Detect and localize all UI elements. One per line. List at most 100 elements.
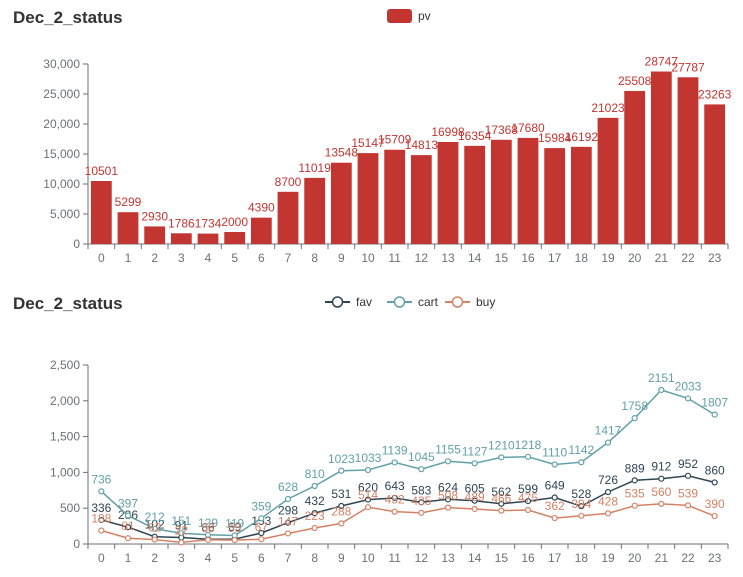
fav-data-label: 599 [518, 482, 538, 496]
buy-data-label: 539 [678, 486, 698, 500]
buy-data-label: 55 [228, 521, 242, 535]
cart-point [711, 411, 718, 418]
cart-data-label: 1045 [408, 450, 435, 464]
pv-x-tick-label: 5 [231, 251, 238, 265]
pv-bar-label: 15984 [538, 131, 572, 145]
fav-data-label: 66 [201, 520, 215, 534]
pv-bar [117, 212, 139, 244]
buy-point [471, 505, 478, 513]
buy-point [98, 527, 105, 534]
buy-data-label: 394 [571, 497, 591, 511]
pv-x-tick-label: 13 [441, 251, 455, 265]
fav-data-label: 860 [705, 463, 725, 477]
pv-bar [464, 145, 486, 244]
buy-data-label: 362 [545, 499, 565, 513]
pv-bar-label: 28747 [645, 55, 679, 69]
status-x-tick-label: 19 [601, 551, 615, 565]
pv-x-tick-label: 16 [521, 251, 535, 265]
status-y-tick-label: 1,500 [50, 430, 80, 444]
buy-point [284, 530, 292, 537]
pv-bar [197, 233, 219, 244]
pv-x-tick-label: 22 [681, 251, 695, 265]
fav-point [124, 524, 132, 531]
cart-point [178, 530, 185, 537]
buy-point [418, 509, 425, 516]
cart-point [524, 453, 532, 460]
pv-bar-label: 17680 [511, 121, 545, 135]
cart-data-label: 1110 [542, 446, 567, 460]
pv-bar [330, 162, 352, 244]
fav-point [658, 475, 665, 482]
buy-data-label: 147 [278, 514, 298, 528]
cart-data-label: 1807 [701, 396, 728, 410]
pv-bar-label: 21023 [591, 101, 625, 115]
pv-bar-label: 1734 [195, 217, 222, 231]
pv-bar [357, 153, 379, 244]
status-y-tick-label: 2,000 [50, 394, 80, 408]
status-legend-label: cart [418, 295, 439, 309]
cart-point [364, 466, 372, 474]
buy-data-label: 62 [148, 521, 162, 535]
fav-data-label: 889 [625, 461, 645, 475]
buy-point [204, 536, 212, 543]
pv-x-tick-label: 8 [311, 251, 318, 265]
pv-bar-label: 2930 [141, 209, 168, 223]
fav-point [711, 479, 718, 486]
buy-point [498, 507, 505, 514]
fav-point [471, 497, 478, 504]
pv-bar-label: 25508 [618, 74, 652, 88]
fav-data-label: 336 [91, 501, 111, 515]
buy-point [658, 500, 665, 508]
pv-x-tick-label: 14 [468, 251, 482, 265]
pv-bar [250, 217, 272, 244]
pv-bar [277, 191, 299, 244]
pv-x-tick-label: 11 [388, 251, 401, 265]
fav-data-label: 952 [678, 457, 698, 471]
status-y-tick-label: 1,000 [50, 465, 80, 479]
fav-point [604, 488, 612, 496]
pv-bar-label: 16192 [565, 130, 599, 144]
pv-bar [624, 90, 646, 245]
cart-point [471, 460, 478, 467]
pv-legend-swatch [387, 9, 412, 23]
status-y-tick-label: 0 [73, 537, 80, 551]
cart-data-label: 1417 [595, 424, 622, 438]
fav-data-label: 298 [278, 504, 298, 518]
fav-data-label: 624 [438, 480, 458, 494]
cart-point [98, 488, 105, 495]
fav-point [258, 529, 265, 537]
buy-data-label: 67 [255, 520, 269, 534]
status-x-tick-label: 21 [655, 551, 669, 565]
pv-bar [224, 232, 246, 244]
fav-data-label: 102 [145, 518, 165, 532]
status-x-tick-label: 7 [285, 551, 292, 565]
status-x-tick-label: 22 [681, 551, 695, 565]
fav-series-line [101, 475, 715, 541]
status-x-tick-label: 1 [125, 551, 132, 565]
pv-bar-label: 8700 [275, 175, 302, 189]
buy-point [604, 510, 612, 517]
status-x-tick-label: 23 [708, 551, 722, 565]
fav-data-label: 643 [385, 479, 405, 493]
fav-data-label: 605 [465, 482, 485, 496]
status-x-tick-label: 18 [575, 551, 589, 565]
pv-bar [704, 104, 726, 244]
buy-point [311, 524, 318, 532]
status-x-tick-label: 13 [441, 551, 455, 565]
cart-point [418, 466, 425, 473]
cart-data-label: 359 [251, 499, 271, 513]
buy-point [151, 536, 158, 543]
fav-point [578, 503, 585, 510]
status-x-tick-label: 4 [205, 551, 212, 565]
buy-point [178, 539, 185, 546]
pv-bar [650, 71, 672, 244]
fav-data-label: 649 [545, 479, 565, 493]
buy-point [551, 514, 558, 522]
buy-point [338, 520, 345, 527]
buy-data-label: 514 [358, 488, 378, 502]
pv-bar [677, 77, 699, 244]
pv-y-tick-label: 5,000 [50, 207, 80, 221]
pv-bar-label: 17368 [485, 123, 519, 137]
buy-data-label: 535 [625, 487, 645, 501]
